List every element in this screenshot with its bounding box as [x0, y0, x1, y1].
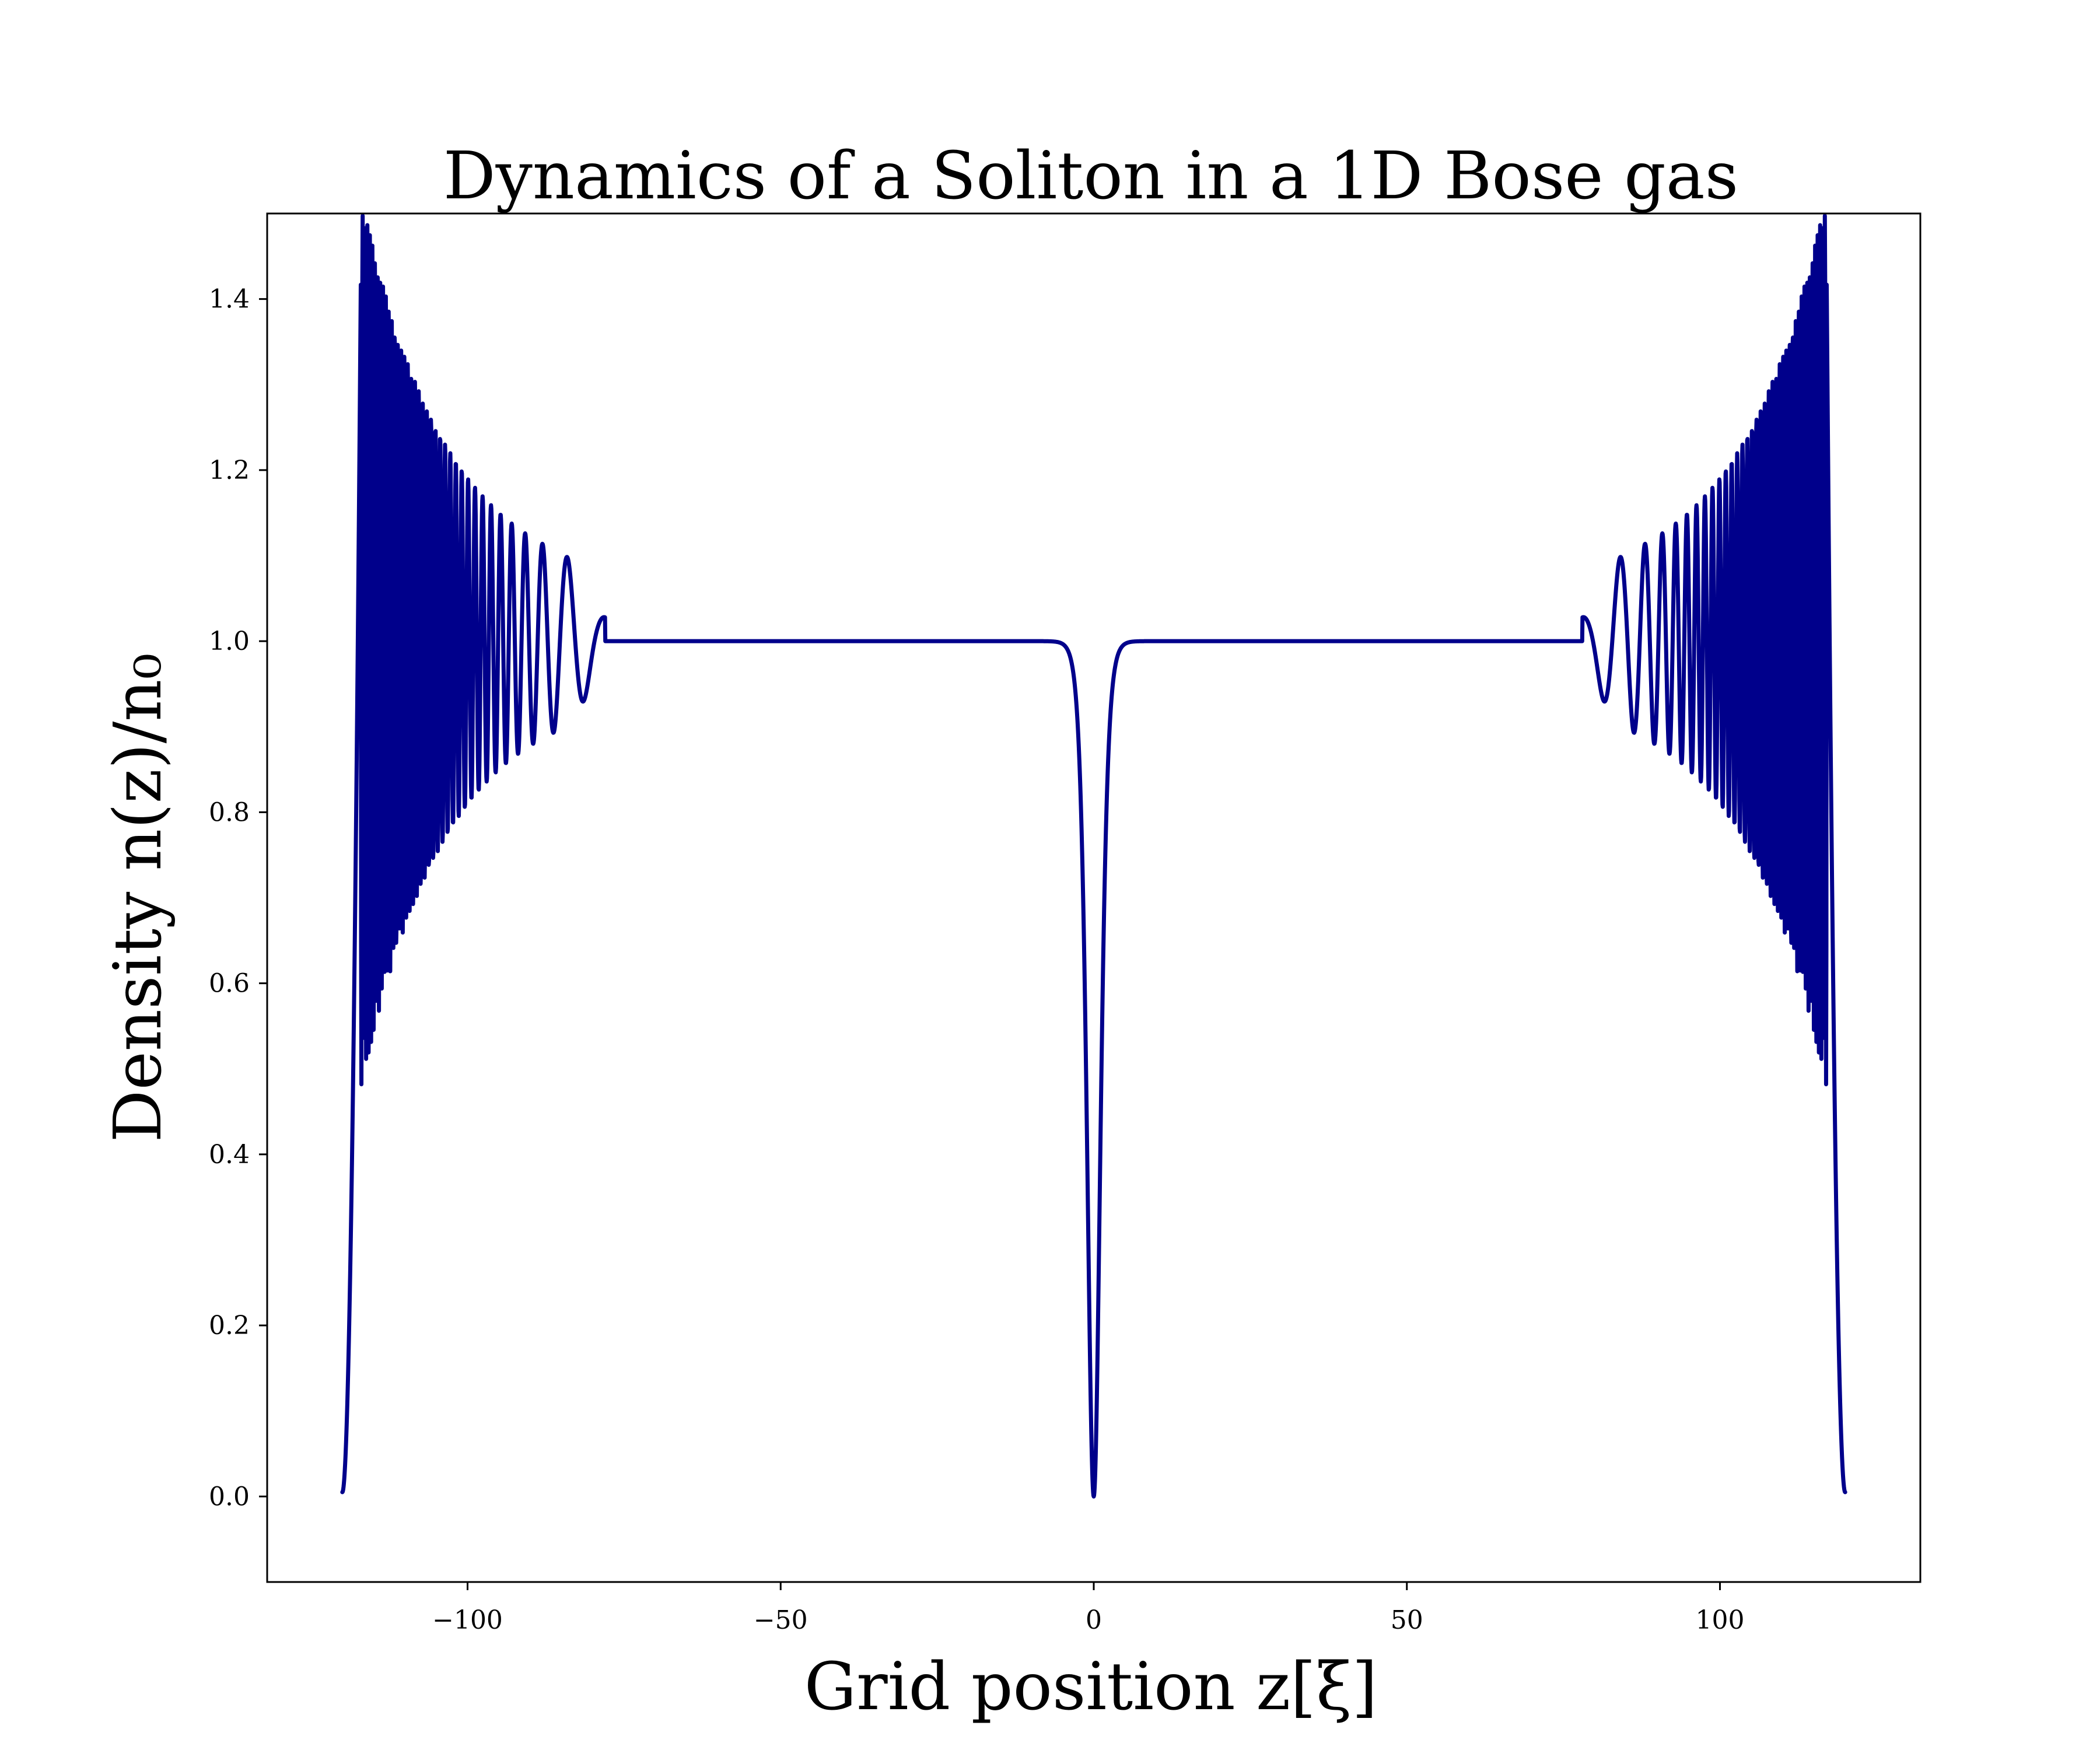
- y-tick-label: 1.0: [209, 626, 250, 656]
- plot-area: [340, 214, 1847, 1499]
- x-tick-label: 100: [1695, 1605, 1744, 1635]
- x-axis-label: Grid position z[ξ]: [804, 1649, 1378, 1725]
- x-tick-label: 50: [1391, 1605, 1423, 1635]
- x-axis: −100 −50 0 50 100: [432, 1582, 1744, 1635]
- y-tick-label: 1.2: [209, 456, 250, 485]
- series-line: [340, 214, 1847, 1499]
- y-tick-label: 0.4: [209, 1140, 250, 1170]
- chart-title: Dynamics of a Soliton in a 1D Bose gas: [443, 138, 1738, 214]
- x-tick-label: 0: [1086, 1605, 1102, 1635]
- y-tick-label: 0.2: [209, 1311, 250, 1340]
- y-tick-label: 0.8: [209, 797, 250, 827]
- y-axis: 0.0 0.2 0.4 0.6 0.8 1.0 1.2 1.4: [209, 285, 267, 1511]
- y-tick-label: 1.4: [209, 285, 250, 314]
- y-axis-label: Density n(z)/n₀: [100, 653, 176, 1143]
- x-tick-label: −100: [432, 1605, 503, 1635]
- y-tick-label: 0.6: [209, 969, 250, 999]
- y-tick-label: 0.0: [209, 1482, 250, 1511]
- x-tick-label: −50: [754, 1605, 808, 1635]
